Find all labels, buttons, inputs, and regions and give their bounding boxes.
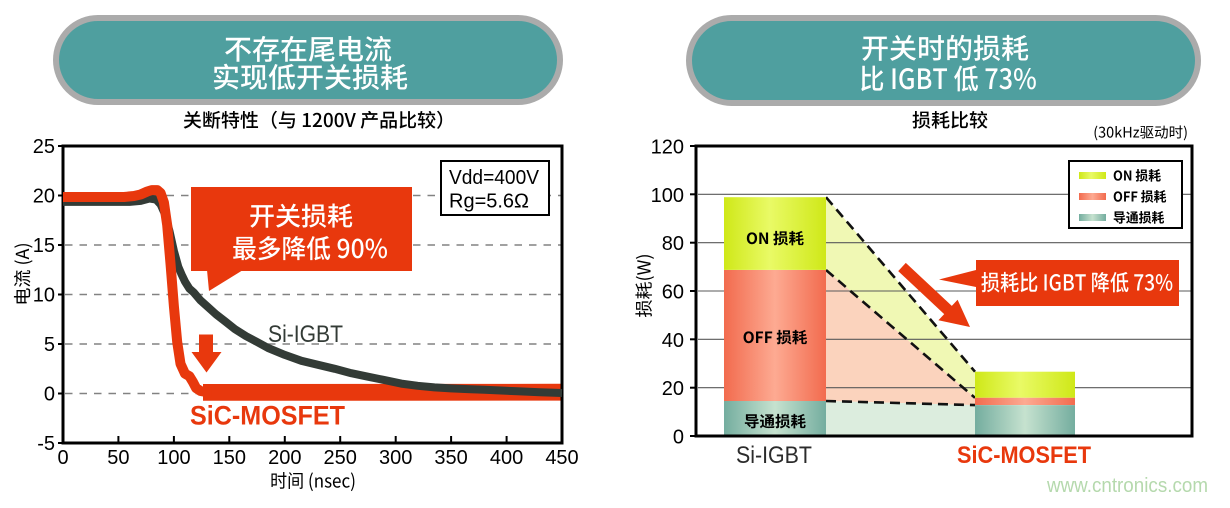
svg-text:200: 200: [268, 447, 301, 469]
svg-text:250: 250: [324, 447, 357, 469]
svg-text:60: 60: [662, 282, 684, 304]
svg-text:0: 0: [57, 447, 68, 469]
svg-text:Si-IGBT: Si-IGBT: [736, 442, 812, 469]
svg-text:SiC-MOSFET: SiC-MOSFET: [957, 442, 1091, 469]
svg-text:100: 100: [157, 447, 190, 469]
svg-text:Rg=5.6Ω: Rg=5.6Ω: [449, 190, 529, 213]
svg-text:15: 15: [33, 235, 55, 257]
svg-text:25: 25: [33, 136, 55, 158]
svg-text:Si-IGBT: Si-IGBT: [268, 321, 343, 348]
svg-text:SiC-MOSFET: SiC-MOSFET: [190, 401, 345, 431]
svg-text:50: 50: [107, 447, 129, 469]
svg-text:-5: -5: [37, 433, 55, 455]
svg-text:100: 100: [651, 185, 684, 207]
svg-text:120: 120: [651, 137, 684, 159]
svg-text:20: 20: [662, 378, 684, 400]
svg-text:20: 20: [33, 186, 55, 208]
svg-text:40: 40: [662, 330, 684, 352]
svg-text:450: 450: [545, 447, 578, 469]
svg-text:300: 300: [379, 447, 412, 469]
svg-text:5: 5: [44, 334, 55, 356]
svg-text:400: 400: [490, 447, 523, 469]
svg-text:0: 0: [44, 384, 55, 406]
svg-text:Vdd=400V: Vdd=400V: [449, 166, 539, 189]
svg-text:80: 80: [662, 233, 684, 255]
svg-text:www.cntronics.com: www.cntronics.com: [1046, 474, 1208, 497]
svg-text:10: 10: [33, 285, 55, 307]
svg-text:0: 0: [673, 427, 684, 449]
svg-text:350: 350: [434, 447, 467, 469]
svg-text:150: 150: [213, 447, 246, 469]
